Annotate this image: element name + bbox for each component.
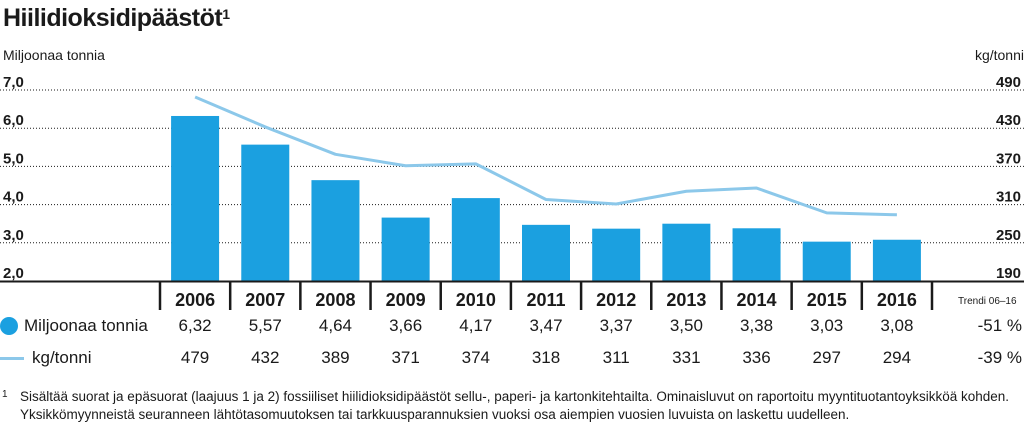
legend-tonnes: Miljoonaa tonnia (0, 316, 148, 336)
left-axis-tick-label: 6,0 (3, 112, 24, 129)
bar (732, 228, 781, 281)
bar-series-swatch (0, 317, 18, 335)
bar (872, 239, 921, 281)
bar (451, 198, 500, 281)
x-axis-category-label: 2015 (807, 290, 847, 310)
x-axis-category-label: 2016 (877, 290, 917, 310)
left-axis-tick-label: 7,0 (3, 74, 24, 91)
bar (241, 144, 290, 281)
left-axis-tick-label: 4,0 (3, 189, 24, 206)
bar (662, 223, 711, 281)
table-cell-value: 294 (882, 348, 912, 367)
x-axis-category-label: 2010 (456, 290, 496, 310)
x-axis-category-label: 2006 (175, 290, 215, 310)
left-axis-tick-label: 2,0 (3, 265, 24, 282)
table-cell-value: 3,50 (669, 316, 703, 335)
right-axis-unit: kg/tonni (974, 47, 1024, 63)
title-text: Hiilidioksidipäästöt (3, 4, 223, 32)
table-row-kg-per-tonne: kg/tonni -39 % 479 432 389 371 374 318 311 331 3… (0, 348, 1024, 374)
table-cell-value: 297 (812, 348, 841, 367)
trend-value-kg-per-tonne: -39 % (977, 348, 1022, 367)
right-axis-tick-label: 430 (996, 112, 1021, 129)
table-cell-value: 3,66 (389, 316, 423, 335)
table-cell-value: 6,32 (178, 316, 212, 335)
right-axis-tick-label: 310 (996, 189, 1021, 206)
table-cell-value: 318 (531, 348, 561, 367)
table-cell-value: 4,64 (318, 316, 352, 335)
trend-value-tonnes: -51 % (977, 316, 1022, 335)
bar (592, 228, 641, 281)
left-axis-tick-label: 3,0 (3, 227, 24, 244)
right-axis-tick-label: 490 (996, 74, 1021, 91)
table-cell-value: 4,17 (459, 316, 493, 335)
legend-label-kg-per-tonne: kg/tonni (32, 348, 92, 367)
table-cell-value: 331 (672, 348, 701, 367)
x-axis-category-label: 2011 (526, 290, 565, 310)
line-series-swatch (0, 356, 24, 360)
right-axis-tick-label: 370 (996, 150, 1021, 167)
footnote-text: Sisältää suorat ja epäsuorat (laajuus 1 … (20, 389, 1010, 422)
x-axis-category-label: 2009 (386, 290, 426, 310)
right-axis-tick-label: 250 (996, 227, 1021, 244)
bar (311, 180, 360, 281)
table-cell-value: 374 (461, 348, 490, 367)
legend-kg-per-tonne: kg/tonni (0, 348, 92, 368)
left-axis-unit: Miljoonaa tonnia (3, 47, 105, 63)
table-cell-value: 336 (742, 348, 771, 367)
chart-canvas: 7,0 490 6,0 430 5,0 370 4,0 310 3,0 250 2,0 190 2006… (0, 74, 1024, 310)
x-axis-category-label: 2013 (666, 290, 706, 310)
x-axis-category-label: 2008 (315, 290, 355, 310)
table-cell-value: 3,38 (739, 316, 774, 335)
legend-label-tonnes: Miljoonaa tonnia (24, 316, 148, 335)
x-axis-category-label: 2014 (737, 290, 777, 310)
bar (522, 224, 570, 281)
bar (802, 241, 851, 281)
table-cell-value: 311 (602, 348, 630, 367)
table-cell-value: 479 (180, 348, 210, 367)
table-cell-value: 5,57 (248, 316, 282, 335)
table-row-tonnes: Miljoonaa tonnia -51 % 6,32 5,57 4,64 3,66 4… (0, 316, 1024, 342)
footnote-mark: 1 (2, 389, 8, 400)
bar (171, 115, 220, 281)
title-footnote-mark: 1 (222, 6, 230, 22)
left-axis-tick-label: 5,0 (3, 150, 24, 167)
trend-header: Trendi 06–16 (958, 296, 1017, 307)
chart-title: Hiilidioksidipäästöt1 (3, 4, 230, 33)
table-cell-value: 3,03 (810, 316, 844, 335)
table-cell-value: 3,37 (599, 316, 633, 335)
table-cell-value: 3,47 (529, 316, 563, 335)
line-series (194, 95, 897, 217)
table-cell-value: 432 (251, 348, 280, 367)
table-cell-value: 3,08 (880, 316, 914, 335)
table-cell-value: 371 (391, 348, 420, 367)
x-axis-category-label: 2012 (596, 290, 636, 310)
right-axis-tick-label: 190 (996, 265, 1021, 282)
bar (381, 217, 430, 281)
table-cell-value: 389 (321, 348, 350, 367)
x-axis-category-label: 2007 (245, 290, 285, 310)
